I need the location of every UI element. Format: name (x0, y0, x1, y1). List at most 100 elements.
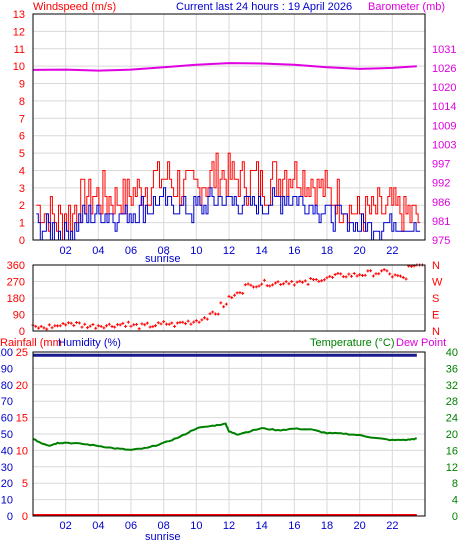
temp-x-tick: 12 (223, 520, 235, 532)
direction-point (205, 317, 209, 321)
direction-point (224, 302, 228, 306)
temp-y-tick: 4 (452, 495, 458, 507)
direction-point (56, 324, 59, 328)
direction-point (164, 322, 168, 326)
direction-point (47, 323, 51, 327)
direction-point (173, 324, 177, 328)
rain-y-tick: 0 (22, 511, 28, 523)
direction-point (388, 272, 392, 276)
humidity-y-tick: 50 (1, 429, 13, 441)
direction-point (148, 325, 152, 329)
direction-point (135, 322, 139, 326)
direction-point (298, 279, 302, 283)
direction-point (94, 326, 98, 330)
baro-y-tick: 1020 (432, 82, 456, 94)
windspeed-label: Windspeed (m/s) (33, 1, 116, 13)
baro-y-tick: 1031 (432, 44, 456, 56)
temp-y-tick: 28 (446, 396, 458, 408)
wind-x-tick: 04 (92, 245, 104, 257)
direction-point (336, 271, 340, 275)
direction-point (238, 291, 242, 295)
direction-point (249, 283, 253, 287)
direction-point (252, 285, 255, 289)
direction-point (39, 324, 43, 328)
humidity-y-tick: 60 (1, 413, 13, 425)
direction-point (37, 326, 41, 330)
wind-panel-frame (32, 13, 426, 241)
direction-point (290, 280, 294, 284)
temp-y-tick: 24 (446, 413, 458, 425)
direction-point (265, 284, 269, 288)
direction-point (192, 320, 196, 324)
temp-y-tick: 20 (446, 429, 458, 441)
wind-x-tick: 16 (288, 245, 300, 257)
direction-point (200, 318, 204, 322)
direction-point (385, 269, 389, 273)
wind-y-tick: 4 (19, 165, 25, 177)
baro-y-tick: 997 (432, 159, 450, 171)
temp-x-tick: 20 (354, 520, 366, 532)
direction-point (105, 324, 108, 328)
direction-point (399, 274, 402, 278)
rain-y-tick: 25 (16, 347, 28, 359)
baro-y-tick: 1026 (432, 63, 456, 75)
barometer-line (32, 62, 417, 72)
direction-point (271, 283, 275, 287)
direction-point (262, 278, 266, 282)
compass-tick: N (432, 260, 440, 272)
direction-point (189, 322, 193, 326)
direction-point (64, 323, 68, 327)
wind-x-tick: 20 (354, 245, 366, 257)
temp-x-tick: 04 (92, 520, 104, 532)
direction-point (273, 281, 277, 285)
direction-point (344, 275, 348, 279)
direction-point (86, 326, 90, 330)
wind-y-tick: 2 (19, 200, 25, 212)
wind-y-tick: 5 (19, 148, 25, 160)
direction-point (404, 277, 408, 281)
wind-y-tick: 12 (13, 26, 25, 38)
temp-panel-frame (32, 351, 426, 517)
direction-point (366, 269, 370, 273)
direction-point (66, 321, 70, 325)
wind-y-tick: 13 (13, 9, 25, 21)
direction-point (211, 310, 215, 314)
direction-point (184, 322, 188, 326)
direction-point (254, 285, 258, 289)
dir-y-tick: 360 (7, 260, 25, 272)
direction-point (140, 322, 144, 326)
direction-point (333, 273, 337, 277)
wind-y-tick: 0 (19, 235, 25, 247)
direction-point (129, 324, 133, 328)
wind-y-tick: 6 (19, 131, 25, 143)
gust-line (36, 152, 421, 241)
wind-x-tick: 12 (223, 245, 235, 257)
direction-point (178, 320, 182, 324)
direction-point (363, 273, 367, 277)
direction-point (58, 324, 62, 328)
baro-y-tick: 975 (432, 235, 450, 247)
direction-point (115, 323, 119, 327)
direction-point (227, 294, 231, 298)
temp-y-tick: 16 (446, 445, 458, 457)
temp-y-tick: 8 (452, 478, 458, 490)
temperature-line (32, 422, 417, 451)
direction-point (208, 312, 212, 316)
direction-point (243, 283, 247, 287)
direction-point (369, 269, 373, 273)
direction-point (380, 269, 384, 273)
direction-point (42, 326, 46, 330)
direction-point (124, 324, 128, 328)
dir-y-tick: 180 (7, 293, 25, 305)
average-wind-line (36, 187, 421, 241)
direction-point (159, 322, 163, 326)
compass-tick: S (432, 293, 439, 305)
baro-y-tick: 1009 (432, 120, 456, 132)
wind-x-tick: 22 (386, 245, 398, 257)
direction-point (61, 321, 65, 325)
direction-point (137, 327, 141, 331)
direction-point (260, 282, 264, 286)
temp-x-tick: 14 (256, 520, 268, 532)
